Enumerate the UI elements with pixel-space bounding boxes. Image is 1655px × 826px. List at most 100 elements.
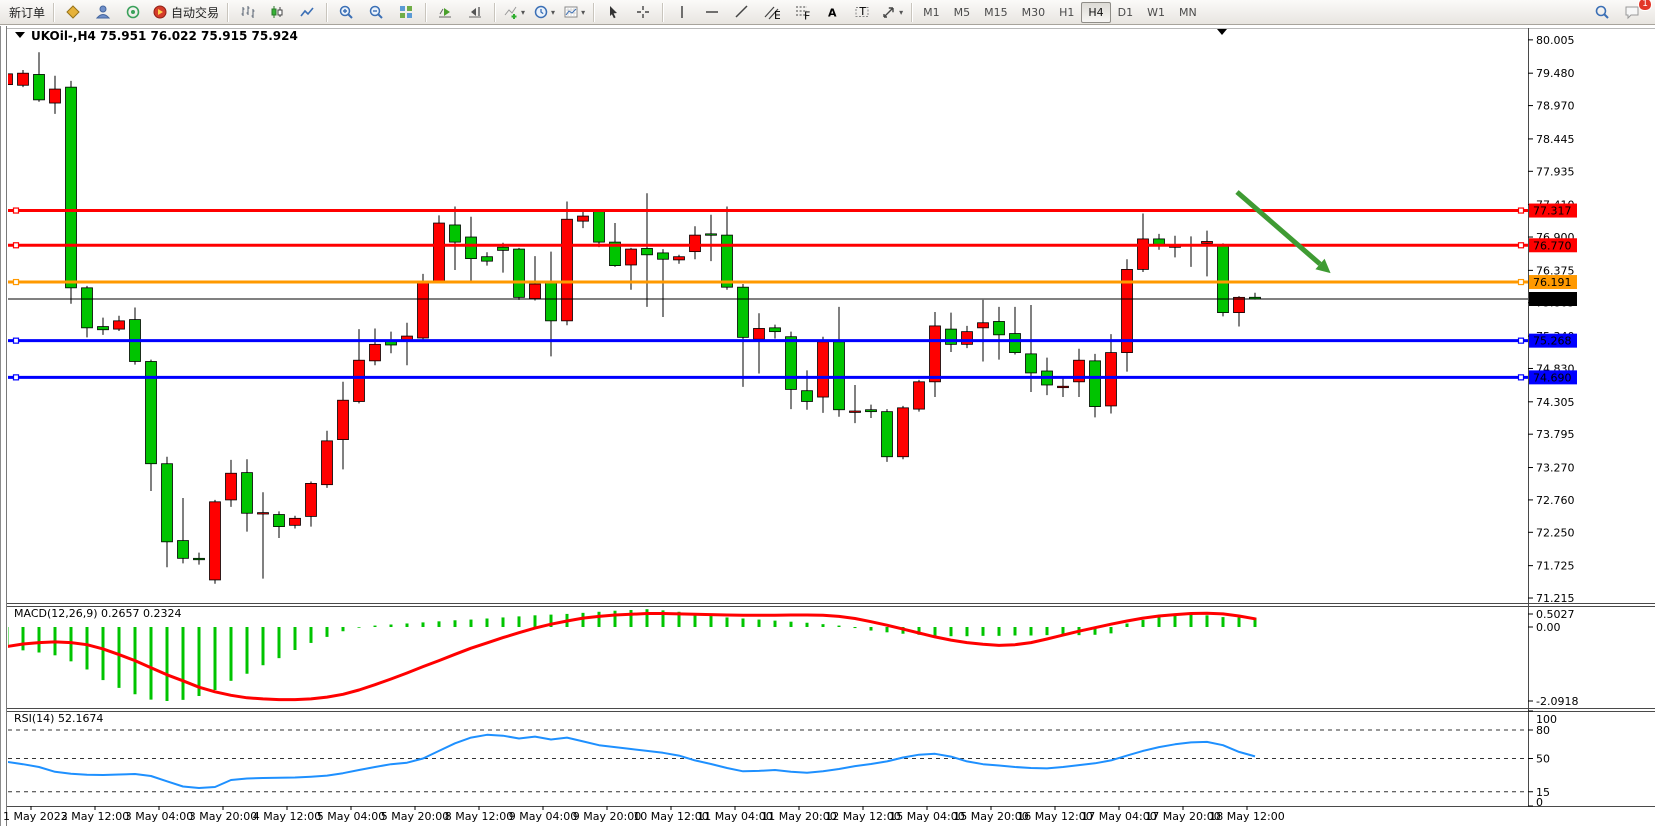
autotrading-button[interactable]: 自动交易 [148,1,223,24]
candle-body[interactable] [1025,353,1037,374]
expert-advisor-button[interactable] [88,1,118,24]
timeframe-m15-button[interactable]: M15 [984,5,1008,19]
candle-body[interactable] [337,399,349,440]
candle-body[interactable] [801,390,813,402]
candle-body[interactable] [513,248,525,298]
trend-arrow-annotation[interactable] [1235,190,1331,274]
line-handle[interactable] [12,242,20,249]
cursor-button[interactable] [598,1,628,24]
chart-shift-marker[interactable] [1217,29,1227,35]
trendline-button[interactable] [727,1,757,24]
symbol-dropdown-icon[interactable] [15,32,25,38]
candle-body[interactable] [833,341,845,411]
crosshair-button[interactable] [628,1,658,24]
fibonacci-button[interactable]: F [787,1,817,24]
candle-body[interactable] [417,281,429,339]
candle-body[interactable] [97,326,109,331]
zoom-in-button[interactable] [331,1,361,24]
candle-body[interactable] [897,407,909,458]
timeframe-h4-button[interactable]: H4 [1081,1,1111,23]
auto-scroll-button[interactable] [430,1,460,24]
line-handle[interactable] [1517,374,1525,381]
candle-body[interactable] [49,88,61,104]
market-watch-button[interactable] [58,1,88,24]
candle-body[interactable] [593,211,605,243]
candle-body[interactable] [689,234,701,253]
line-handle[interactable] [12,207,20,214]
search-button[interactable] [1587,1,1617,24]
timeframe-m1-button[interactable]: M1 [923,5,940,19]
candle-body[interactable] [65,86,77,289]
line-chart-button[interactable] [292,1,322,24]
candle-body[interactable] [481,256,493,262]
candle-body[interactable] [913,381,925,410]
candlestick-chart-button[interactable] [262,1,292,24]
periods-button[interactable]: ▾ [529,1,559,24]
candle-body[interactable] [609,241,621,266]
candle-body[interactable] [673,256,685,261]
candle-body[interactable] [225,472,237,501]
candle-body[interactable] [657,252,669,260]
candle-body[interactable] [1233,296,1245,313]
line-handle[interactable] [12,337,20,344]
timeframe-d1-button[interactable]: D1 [1117,5,1134,19]
candle-body[interactable] [449,224,461,243]
text-button[interactable]: A [817,1,847,24]
candle-body[interactable] [353,359,365,402]
timeframe-m5-button[interactable]: M5 [953,5,971,19]
line-handle[interactable] [1517,242,1525,249]
candle-body[interactable] [961,331,973,345]
candle-body[interactable] [1121,269,1133,353]
bar-chart-button[interactable] [232,1,262,24]
candle-body[interactable] [81,287,93,329]
candle-body[interactable] [865,409,877,413]
candle-body[interactable] [881,411,893,458]
candle-body[interactable] [257,512,269,515]
chart-canvas[interactable]: 80.00579.48078.97078.44577.93577.41076.9… [0,26,1655,826]
tile-windows-button[interactable] [391,1,421,24]
candle-body[interactable] [1105,352,1117,407]
candle-body[interactable] [817,341,829,398]
candle-body[interactable] [945,328,957,345]
candle-body[interactable] [1073,359,1085,383]
templates-button[interactable]: ▾ [559,1,589,24]
chart-shift-button[interactable] [460,1,490,24]
candle-body[interactable] [289,517,301,526]
candle-body[interactable] [2,73,13,86]
line-handle[interactable] [1517,278,1525,286]
candle-body[interactable] [1057,385,1069,389]
timeframe-m30-button[interactable]: M30 [1021,5,1046,19]
horizontal-line-button[interactable] [697,1,727,24]
candle-body[interactable] [625,248,637,266]
line-handle[interactable] [1517,207,1525,214]
line-handle[interactable] [12,374,20,381]
candle-body[interactable] [705,233,717,236]
candle-body[interactable] [273,514,285,527]
candle-body[interactable] [977,322,989,329]
candle-body[interactable] [161,463,173,543]
candle-body[interactable] [721,234,733,288]
candle-body[interactable] [1201,241,1213,244]
candle-body[interactable] [769,327,781,333]
candle-body[interactable] [177,540,189,559]
candle-body[interactable] [1009,333,1021,353]
macd-indicator[interactable] [7,609,1257,702]
candle-body[interactable] [529,283,541,300]
line-handle[interactable] [12,278,20,286]
candlestick-series[interactable] [2,52,1261,584]
candle-body[interactable] [433,222,445,282]
vertical-line-button[interactable] [667,1,697,24]
candle-body[interactable] [785,336,797,390]
candle-body[interactable] [497,246,509,251]
signals-button[interactable] [118,1,148,24]
zoom-out-button[interactable] [361,1,391,24]
candle-body[interactable] [545,281,557,322]
timeframe-h1-button[interactable]: H1 [1059,5,1075,19]
indicators-button[interactable]: ▾ [499,1,529,24]
equidistant-channel-button[interactable]: E [757,1,787,24]
candle-body[interactable] [993,321,1005,336]
candle-body[interactable] [305,483,317,517]
candle-body[interactable] [737,286,749,338]
new-order-button[interactable]: 新订单 [2,1,49,24]
